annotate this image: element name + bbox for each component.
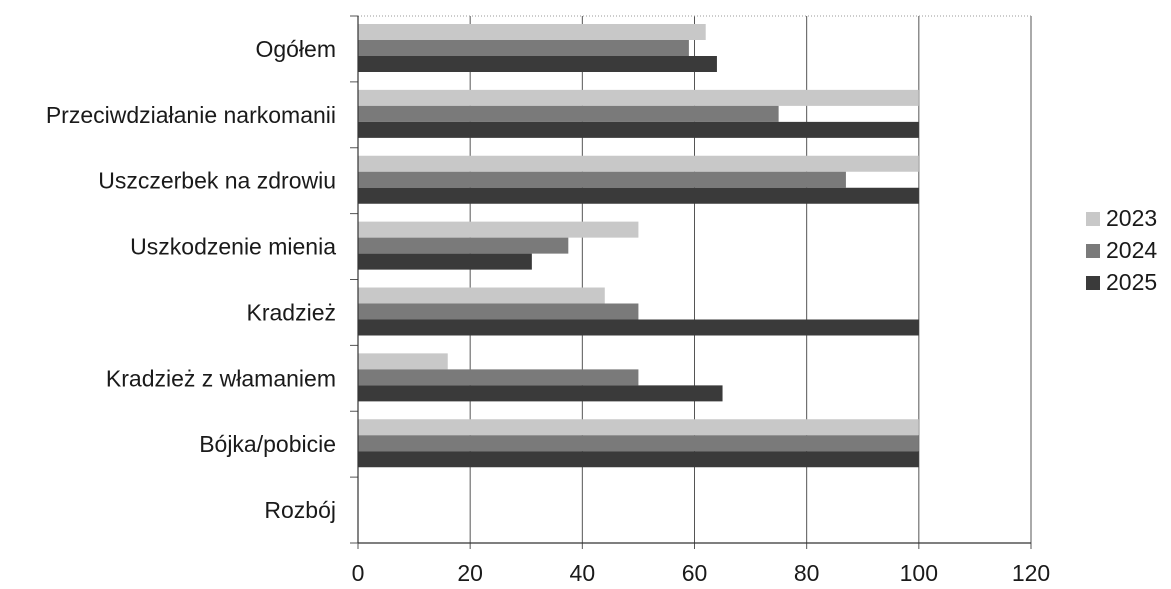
legend-swatch-2025 — [1086, 276, 1100, 290]
bar-2023-3 — [358, 221, 639, 238]
legend-label-2024: 2024 — [1106, 237, 1157, 263]
bar-2025-4 — [358, 319, 919, 336]
category-label-2: Uszczerbek na zdrowiu — [98, 168, 336, 194]
category-label-4: Kradzież — [247, 299, 336, 325]
bar-2024-3 — [358, 237, 569, 254]
legend: 2023 2024 2025 — [1086, 205, 1157, 295]
bar-2023-5 — [358, 353, 448, 370]
legend-label-2023: 2023 — [1106, 205, 1157, 231]
x-tick-labels: 0 20 40 60 80 100 120 — [352, 560, 1051, 586]
category-label-6: Bójka/pobicie — [199, 431, 336, 457]
x-tick-label-100: 100 — [900, 560, 938, 586]
bar-2023-0 — [358, 24, 706, 40]
bar-2024-4 — [358, 303, 639, 320]
category-label-3: Uszkodzenie mienia — [130, 234, 336, 260]
bar-2024-0 — [358, 40, 689, 56]
bars — [358, 24, 919, 468]
category-label-0: Ogółem — [255, 36, 336, 62]
x-tick-label-40: 40 — [570, 560, 596, 586]
bar-2024-1 — [358, 105, 779, 122]
category-labels: Ogółem Przeciwdziałanie narkomanii Uszczer… — [46, 36, 336, 523]
axes — [350, 15, 1032, 549]
category-label-7: Rozbój — [264, 497, 336, 523]
bar-2023-1 — [358, 89, 919, 106]
bar-2023-2 — [358, 155, 919, 172]
x-tick-label-20: 20 — [457, 560, 483, 586]
legend-swatch-2023 — [1086, 212, 1100, 226]
category-label-5: Kradzież z włamaniem — [106, 365, 336, 391]
x-tick-label-0: 0 — [352, 560, 365, 586]
x-tick-label-60: 60 — [682, 560, 708, 586]
bar-2023-6 — [358, 419, 919, 436]
bar-2024-2 — [358, 171, 846, 188]
bar-2025-0 — [358, 56, 717, 72]
category-label-1: Przeciwdziałanie narkomanii — [46, 102, 336, 128]
bar-2024-5 — [358, 369, 639, 386]
bar-2023-4 — [358, 287, 605, 304]
bar-2025-5 — [358, 385, 723, 402]
bar-2024-6 — [358, 435, 919, 452]
x-tick-label-80: 80 — [794, 560, 820, 586]
legend-swatch-2024 — [1086, 244, 1100, 258]
legend-label-2025: 2025 — [1106, 269, 1157, 295]
x-tick-label-120: 120 — [1012, 560, 1050, 586]
bar-2025-6 — [358, 451, 919, 468]
bar-2025-3 — [358, 253, 532, 270]
bar-2025-1 — [358, 121, 919, 138]
bar-2025-2 — [358, 187, 919, 204]
